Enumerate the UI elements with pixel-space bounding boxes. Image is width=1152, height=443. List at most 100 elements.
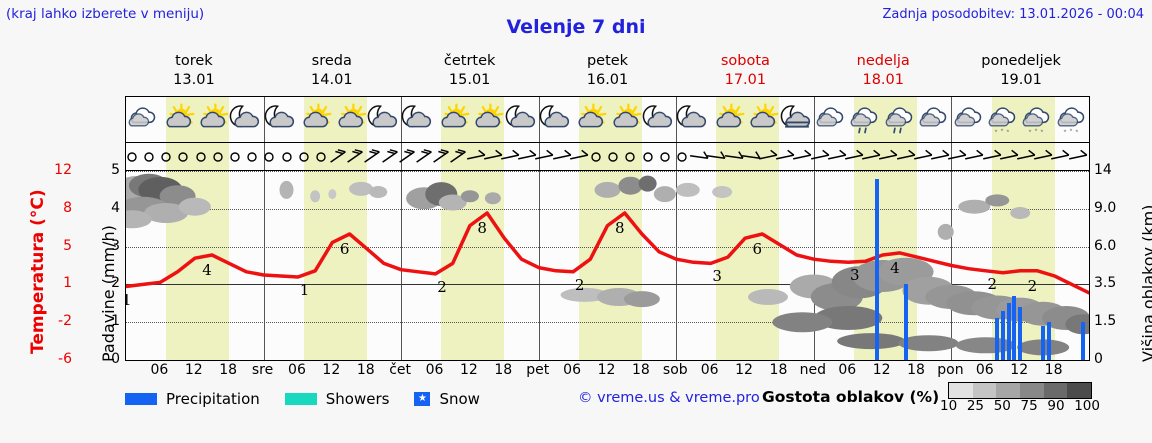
daylight-band-4 — [716, 171, 780, 360]
density-value-25: 25 — [966, 398, 985, 414]
wind-barb — [292, 145, 316, 169]
cloud-blob — [772, 312, 833, 333]
wind-barb — [1048, 145, 1072, 169]
x-tick-18: 18 — [907, 362, 925, 378]
precipitation-bar-snow — [1046, 322, 1051, 360]
cloud-blob — [618, 176, 643, 195]
wind-barb — [515, 145, 539, 169]
weather-icon-sun-cloud — [573, 102, 607, 136]
svg-text:*: * — [995, 127, 998, 136]
wind-barb — [601, 145, 625, 169]
cloud-density-scale — [948, 382, 1092, 399]
temperature-label: 3 — [849, 266, 860, 285]
day-date: 17.01 — [724, 72, 767, 88]
cloud-blob — [837, 333, 906, 350]
weather-icon-sun-cloud — [470, 102, 504, 136]
wind-barb — [240, 145, 264, 169]
cloud-blob — [349, 181, 374, 196]
wind-barb — [636, 145, 660, 169]
precipitation-axis-title: Padavine (mm/h) — [78, 166, 118, 366]
x-tick-06: 06 — [563, 362, 582, 378]
x-tick-12: 12 — [322, 362, 341, 378]
cloud-height-tick-9.0: 9.0 — [1094, 199, 1117, 216]
wind-barb — [309, 145, 333, 169]
day-separator-3 — [538, 171, 540, 360]
svg-text:*: * — [1075, 127, 1078, 136]
wind-barb — [584, 145, 608, 169]
precipitation-bar-snow — [995, 318, 1000, 360]
day-date: 15.01 — [448, 72, 491, 88]
cloud-density-layer — [126, 173, 1089, 356]
day-separator-2 — [401, 171, 403, 360]
wind-barb — [911, 145, 935, 169]
day-date: 13.01 — [173, 72, 215, 88]
wind-barb — [189, 145, 213, 169]
weather-icon-moon-cloud — [539, 102, 573, 136]
day-separator-1 — [263, 97, 265, 142]
wind-barb — [1066, 145, 1089, 169]
weather-icon-cloudy — [126, 102, 160, 136]
cloud-height-axis-title: Višina oblakov (km) — [1118, 166, 1152, 366]
cloud-height-tick-14: 14 — [1094, 162, 1112, 178]
weather-icon-moon-cloud — [505, 102, 539, 136]
wind-barb — [343, 145, 367, 169]
precipitation-bar-precipitation — [903, 284, 908, 360]
weather-icon-sun-cloud — [711, 102, 745, 136]
h-gridline--2 — [126, 322, 1089, 324]
chart-legend: Precipitation Showers ★ Snow — [125, 388, 496, 410]
wind-barb — [894, 145, 918, 169]
day-date: 14.01 — [311, 72, 353, 88]
cloud-blob — [712, 186, 733, 198]
svg-text:*: * — [1035, 126, 1038, 135]
x-tick-ned: ned — [799, 362, 827, 378]
h-gridline-8 — [126, 208, 1089, 211]
temperature-label: 2 — [987, 274, 998, 293]
day-name: četrtek — [443, 53, 496, 69]
cloud-density-values: 10 25 50 75 90 100 — [940, 398, 1100, 414]
wind-barb — [773, 145, 797, 169]
precipitation-bar-snow — [1041, 325, 1046, 360]
cloud-blob — [958, 199, 991, 214]
temperature-line — [126, 211, 1089, 295]
temperature-tick-1: 1 — [63, 275, 72, 292]
wind-barb — [378, 145, 402, 169]
svg-text:*: * — [1006, 127, 1009, 136]
x-tick-18: 18 — [494, 362, 513, 378]
weather-icon-moon-cloud — [401, 102, 435, 136]
weather-icon-moon-cloud — [642, 102, 676, 136]
x-tick-12: 12 — [184, 362, 203, 378]
location-menu-note[interactable]: (kraj lahko izberete v meniju) — [6, 6, 205, 22]
precipitation-bar-snow — [1006, 303, 1011, 360]
density-swatch-25 — [972, 383, 997, 398]
day-name: nedelja — [856, 53, 910, 69]
day-separator-1 — [263, 143, 265, 170]
x-tick-18: 18 — [1044, 362, 1063, 378]
cloud-blob — [328, 189, 337, 200]
day-name: sreda — [311, 53, 352, 69]
day-separator-5 — [813, 97, 815, 142]
temperature-label: 4 — [202, 261, 212, 279]
wind-barb — [739, 145, 763, 169]
x-tick-18: 18 — [769, 362, 788, 378]
cloud-blob — [594, 181, 621, 198]
weather-icon-sun-cloud — [333, 102, 367, 136]
day-column-3: petek 16.01 — [539, 52, 677, 94]
temperature-label: 6 — [752, 240, 763, 258]
x-tick-sob: sob — [662, 362, 688, 378]
wind-barb — [687, 145, 711, 169]
day-column-0: torek 13.01 — [125, 52, 263, 94]
legend-label-showers: Showers — [325, 390, 390, 408]
day-column-5: nedelja 18.01 — [814, 52, 952, 94]
wind-barb — [223, 145, 247, 169]
temperature-tick-5: 5 — [63, 237, 72, 254]
precipitation-bar-snow — [1012, 295, 1017, 360]
copyright-label[interactable]: © vreme.us & vreme.pro — [578, 390, 760, 406]
cloud-blob — [310, 190, 321, 203]
x-tick-06: 06 — [150, 362, 169, 378]
x-tick-06: 06 — [700, 362, 719, 378]
x-tick-06: 06 — [838, 362, 857, 378]
cloud-blob — [460, 190, 479, 203]
wind-barb — [206, 145, 230, 169]
page-title: Velenje 7 dni — [506, 16, 646, 38]
